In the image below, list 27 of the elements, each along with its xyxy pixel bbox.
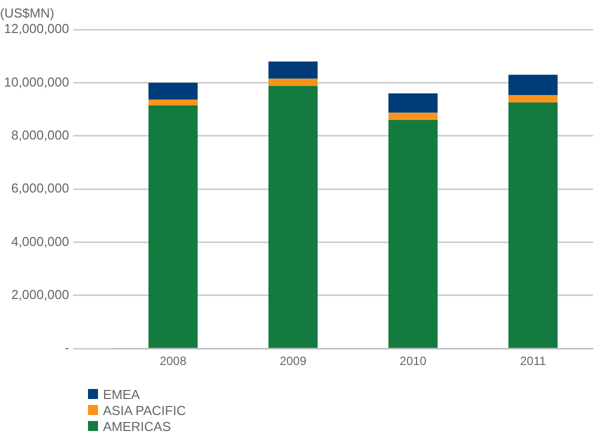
x-tick-label: 2011: [520, 354, 546, 368]
legend-label: ASIA PACIFIC: [103, 402, 186, 418]
y-tick-label: 10,000,000: [4, 74, 70, 90]
bar: [148, 105, 198, 348]
y-tick-label: 8,000,000: [11, 128, 70, 143]
bar: [508, 102, 558, 348]
y-tick-label: 12,000,000: [4, 21, 70, 36]
bar: [268, 86, 318, 348]
bar: [148, 100, 198, 106]
bar: [388, 93, 438, 113]
bar: [268, 62, 318, 79]
x-tick-label: 2010: [400, 354, 427, 368]
y-tick-label: 4,000,000: [11, 234, 70, 249]
legend-label: EMEA: [103, 386, 140, 402]
legend-label: AMERICAS: [103, 418, 171, 434]
bar: [388, 120, 438, 348]
bar: [268, 78, 318, 86]
bar: [148, 82, 198, 100]
y-tick-label: -: [64, 340, 70, 356]
bar: [388, 112, 438, 120]
y-tick-label: 6,000,000: [11, 180, 70, 196]
x-tick-label: 2009: [280, 354, 307, 368]
x-tick-label: 2008: [160, 354, 187, 368]
bar: [508, 95, 558, 102]
bar: [508, 74, 558, 96]
y-axis-title: (US$MN): [0, 5, 54, 20]
y-tick-label: 2,000,000: [11, 287, 70, 302]
